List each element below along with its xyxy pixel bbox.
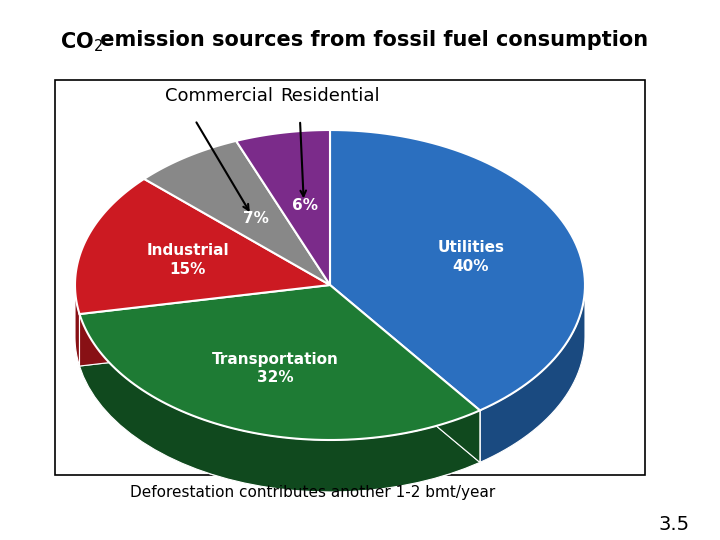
Text: Industrial
15%: Industrial 15% [147, 243, 229, 276]
Text: 3.5: 3.5 [659, 516, 690, 535]
Polygon shape [75, 285, 79, 366]
Ellipse shape [75, 182, 585, 492]
Text: Commercial: Commercial [165, 87, 273, 105]
FancyBboxPatch shape [55, 80, 645, 475]
Polygon shape [79, 314, 480, 492]
Polygon shape [330, 285, 480, 462]
Text: 6%: 6% [292, 198, 318, 213]
Polygon shape [330, 130, 585, 410]
Polygon shape [144, 141, 330, 285]
Polygon shape [79, 285, 330, 366]
Text: Residential: Residential [280, 87, 379, 105]
Text: CO$_2$: CO$_2$ [60, 30, 103, 53]
Polygon shape [330, 285, 480, 462]
Text: 7%: 7% [243, 211, 269, 226]
Text: Deforestation contributes another 1-2 bmt/year: Deforestation contributes another 1-2 bm… [130, 484, 495, 500]
Text: Utilities
40%: Utilities 40% [437, 240, 504, 274]
Polygon shape [480, 285, 585, 462]
Polygon shape [79, 285, 480, 440]
Polygon shape [75, 179, 330, 314]
Text: emission sources from fossil fuel consumption: emission sources from fossil fuel consum… [93, 30, 648, 50]
Polygon shape [236, 130, 330, 285]
Polygon shape [79, 285, 330, 366]
Text: Transportation
32%: Transportation 32% [212, 352, 339, 386]
